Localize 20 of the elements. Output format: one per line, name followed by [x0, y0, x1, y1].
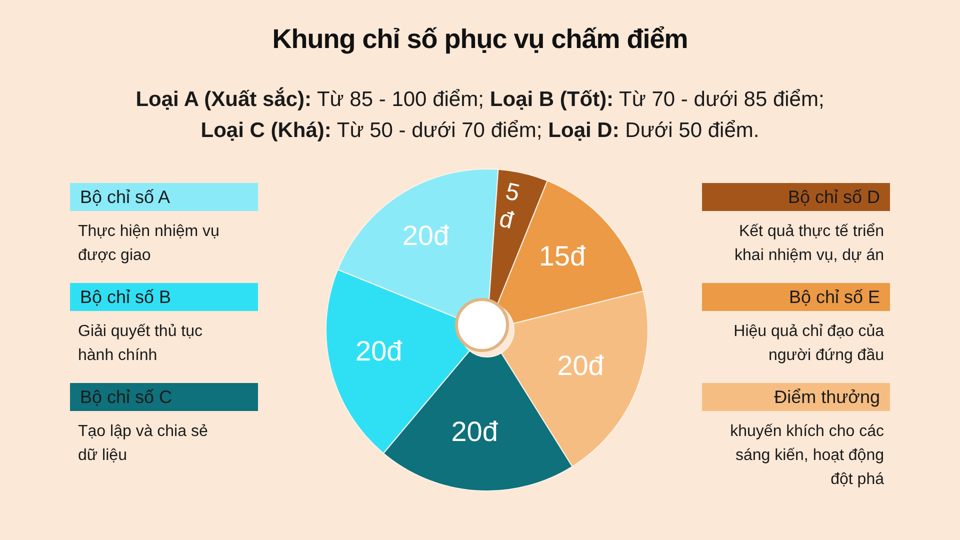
data-label: 20đ — [356, 335, 403, 366]
legend-label: Bộ chỉ số D — [788, 183, 890, 211]
text: Loại A (Xuất sắc): Từ 85 - 100 điểm; Loại B (Tốt): Từ 70 - dưới 85 điểm; Loại C (Khá): Từ 50 - dưới 70 điểm; Loại D: Dưới 50 điểm. — [136, 88, 824, 142]
data-label: 20đ — [451, 416, 498, 446]
data-label: 20đ — [402, 219, 450, 250]
data-label: 20đ — [557, 349, 604, 380]
data-label: 15đ — [538, 240, 586, 271]
text: khuyến khích cho các sáng kiến, hoạt động đột phá — [729, 422, 884, 490]
legend-label: Bộ chỉ số C — [80, 383, 258, 411]
text: Tạo lập và chia sẻ dữ liệu — [78, 422, 209, 466]
text: Giải quyết thủ tục hành chính — [78, 322, 204, 366]
data-label: 5 đ — [496, 177, 522, 234]
text: Thực hiện nhiệm vụ được giao — [78, 222, 220, 266]
legend-label: Bộ chỉ số E — [788, 283, 890, 311]
legend-label: Điểm thưởng — [774, 383, 890, 411]
legend-label: Bộ chỉ số B — [80, 283, 258, 311]
text: Kết quả thực tế triển khai nhiệm vụ, dự án — [734, 222, 884, 266]
chart-title: Khung chỉ số phục vụ chấm điểm — [271, 24, 689, 55]
text: Hiệu quả chỉ đạo của người đứng đầu — [732, 322, 884, 366]
legend-label: Bộ chỉ số A — [80, 183, 258, 211]
